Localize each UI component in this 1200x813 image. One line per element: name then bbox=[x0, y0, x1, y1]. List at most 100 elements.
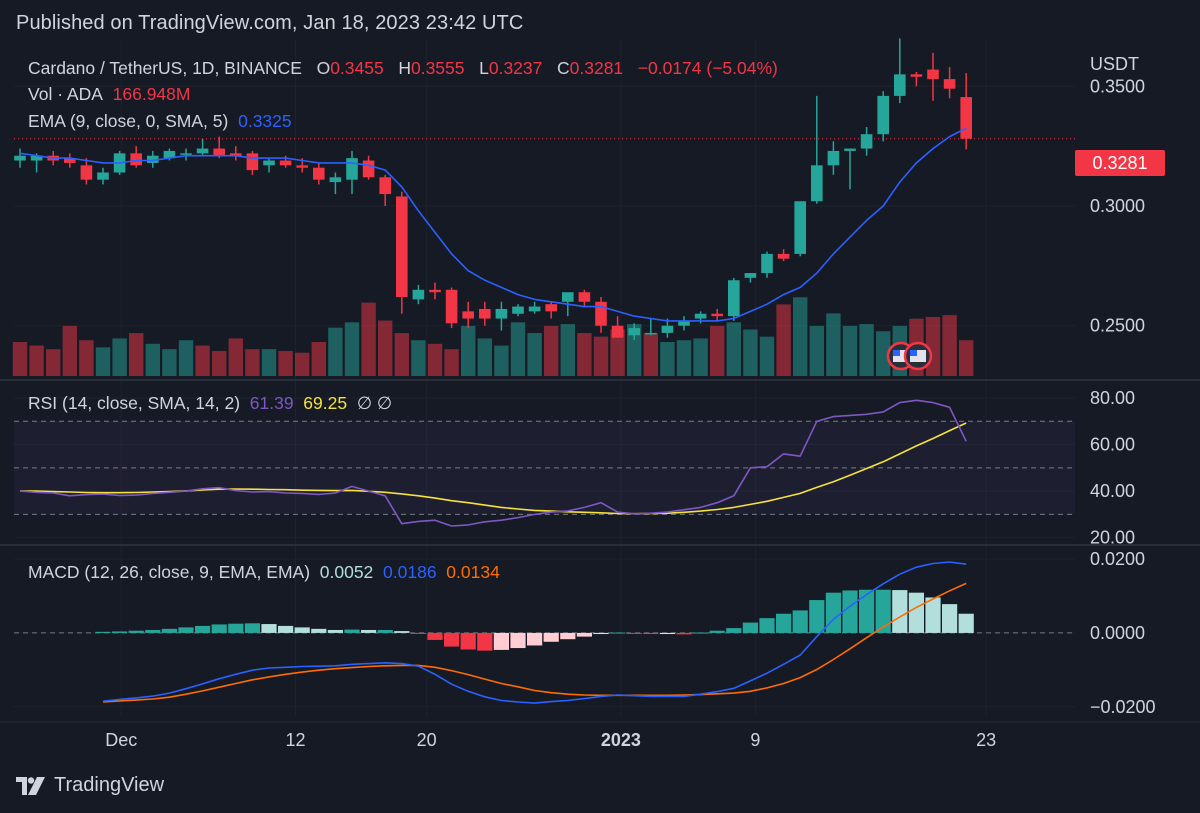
ema-legend: EMA (9, close, 0, SMA, 5) 0.3325 bbox=[28, 111, 292, 132]
ema-line bbox=[19, 127, 967, 322]
macd-histogram-bar bbox=[626, 632, 642, 634]
volume-bar bbox=[627, 324, 642, 376]
macd-histogram-bar bbox=[311, 628, 327, 633]
volume-bar bbox=[560, 324, 575, 376]
volume-bar bbox=[494, 345, 509, 376]
candle-body bbox=[628, 328, 640, 336]
rsi-tick-label: 20.00 bbox=[1090, 528, 1135, 548]
candle-body bbox=[844, 148, 856, 151]
ema-value: 0.3325 bbox=[238, 111, 292, 131]
volume-bar bbox=[577, 333, 592, 376]
economic-event-icon bbox=[893, 350, 900, 356]
candle-body bbox=[14, 155, 26, 161]
time-tick-label: 20 bbox=[417, 730, 437, 750]
macd-histogram-bar bbox=[178, 627, 194, 633]
macd-tick-label: −0.0200 bbox=[1090, 697, 1156, 717]
volume-bar bbox=[46, 349, 61, 376]
volume-bar bbox=[676, 340, 692, 376]
volume-bar bbox=[710, 325, 725, 376]
volume-bar bbox=[178, 340, 194, 376]
symbol-name[interactable]: Cardano / TetherUS, 1D, BINANCE bbox=[28, 58, 302, 78]
time-tick-label: 9 bbox=[750, 730, 760, 750]
macd-histogram-bar bbox=[560, 632, 576, 640]
time-tick-label: 12 bbox=[286, 730, 306, 750]
candle-body bbox=[263, 160, 275, 166]
candle-body bbox=[379, 177, 391, 195]
high-value: 0.3555 bbox=[410, 58, 465, 78]
candle-body bbox=[196, 148, 209, 154]
volume-bar bbox=[328, 327, 343, 376]
candle-body bbox=[910, 74, 923, 77]
rsi-label[interactable]: RSI (14, close, SMA, 14, 2) bbox=[28, 393, 241, 413]
macd-histogram-bar bbox=[643, 632, 659, 635]
volume-bar bbox=[12, 342, 28, 376]
price-tick-label: 0.3000 bbox=[1090, 196, 1145, 216]
candle-body bbox=[927, 69, 939, 80]
economic-event-icon bbox=[910, 350, 917, 356]
candle-body bbox=[562, 292, 574, 302]
rsi-line bbox=[19, 399, 967, 527]
candle-body bbox=[180, 153, 192, 155]
macd-histogram-bar bbox=[493, 632, 509, 650]
macd-histogram-value: 0.0052 bbox=[319, 562, 374, 582]
volume-bar bbox=[544, 325, 559, 376]
volume-bar bbox=[129, 333, 144, 376]
macd-histogram-bar bbox=[211, 624, 227, 633]
rsi-tick-label: 40.00 bbox=[1090, 481, 1135, 501]
macd-histogram-bar bbox=[444, 632, 460, 647]
macd-histogram-bar bbox=[676, 632, 692, 635]
candle-body bbox=[744, 273, 757, 278]
candle-body bbox=[213, 148, 225, 156]
candle-body bbox=[429, 289, 441, 293]
candle-body bbox=[346, 158, 358, 180]
macd-histogram-bar bbox=[958, 613, 974, 633]
tradingview-logo-icon bbox=[16, 776, 45, 795]
volume-label[interactable]: Vol · ADA bbox=[28, 84, 103, 104]
volume-bar bbox=[162, 349, 177, 376]
macd-histogram-bar bbox=[361, 629, 377, 633]
volume-bar bbox=[510, 322, 526, 376]
candle-body bbox=[479, 308, 491, 319]
macd-histogram-bar bbox=[875, 589, 891, 633]
macd-histogram-bar bbox=[709, 630, 725, 633]
candle-body bbox=[794, 201, 806, 254]
macd-tick-label: 0.0000 bbox=[1090, 623, 1145, 643]
macd-histogram-bar bbox=[593, 632, 609, 635]
macd-histogram-bar bbox=[925, 597, 941, 633]
macd-signal-line bbox=[102, 582, 967, 703]
macd-histogram-bar bbox=[195, 625, 211, 633]
currency-label: USDT bbox=[1090, 54, 1139, 74]
last-price-tag: 0.3281 bbox=[1075, 150, 1165, 176]
macd-label[interactable]: MACD (12, 26, close, 9, EMA, EMA) bbox=[28, 562, 311, 582]
volume-bar bbox=[876, 331, 891, 376]
volume-bar bbox=[842, 325, 858, 376]
candle-body bbox=[313, 167, 325, 180]
macd-histogram-bar bbox=[527, 632, 543, 646]
tradingview-logo[interactable]: TradingView bbox=[16, 774, 164, 797]
volume-bar bbox=[228, 338, 243, 376]
candle-body bbox=[97, 172, 109, 180]
volume-bar bbox=[610, 329, 625, 376]
volume-bar bbox=[245, 349, 260, 376]
candle-body bbox=[230, 153, 242, 156]
macd-histogram-bar bbox=[776, 613, 792, 633]
candle-body bbox=[678, 320, 690, 326]
volume-legend: Vol · ADA 166.948M bbox=[28, 84, 190, 105]
volume-bar bbox=[278, 350, 293, 376]
candle-body bbox=[711, 313, 723, 317]
rsi-value: 61.39 bbox=[249, 393, 294, 413]
candle-body bbox=[329, 177, 342, 183]
volume-bar bbox=[62, 325, 77, 376]
candle-body bbox=[811, 165, 823, 202]
rsi-legend: RSI (14, close, SMA, 14, 2) 61.39 69.25 … bbox=[28, 393, 392, 414]
volume-bar bbox=[776, 304, 791, 376]
ema-label[interactable]: EMA (9, close, 0, SMA, 5) bbox=[28, 111, 229, 131]
macd-histogram-bar bbox=[693, 632, 709, 634]
volume-bar bbox=[759, 336, 775, 376]
candle-body bbox=[728, 280, 740, 317]
candle-body bbox=[412, 289, 425, 300]
candle-body bbox=[296, 165, 308, 168]
macd-line-value: 0.0186 bbox=[383, 562, 437, 582]
time-tick-label: 2023 bbox=[601, 730, 641, 750]
